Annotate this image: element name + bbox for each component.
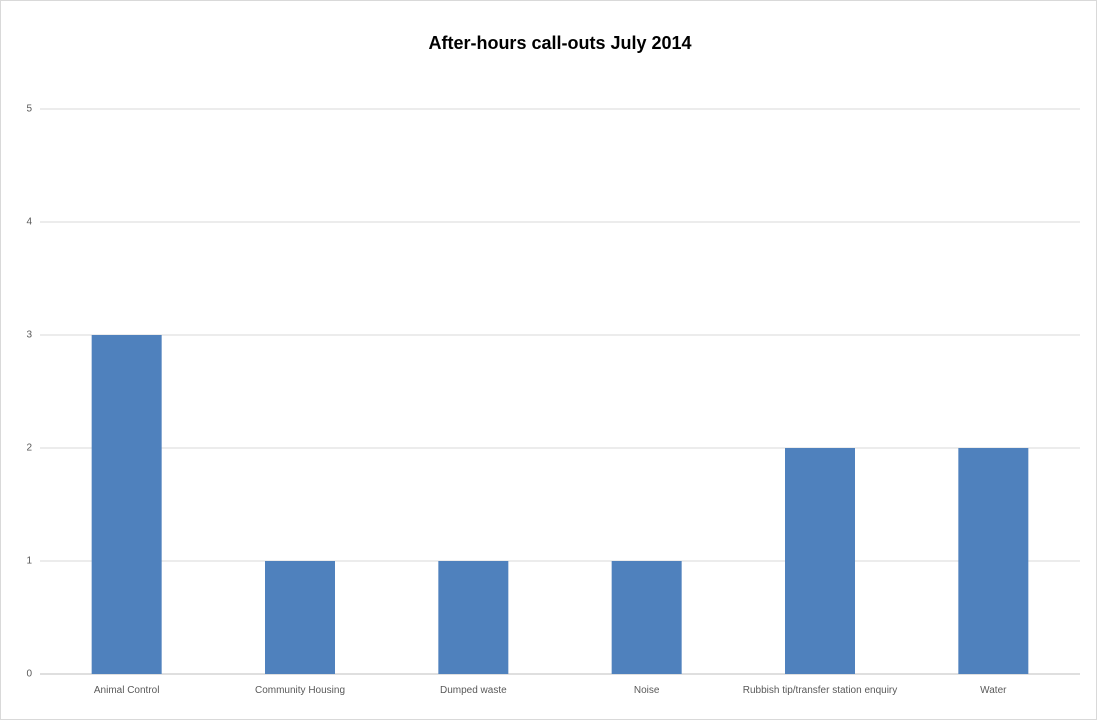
chart-title: After-hours call-outs July 2014 xyxy=(428,33,691,53)
bar xyxy=(611,561,682,674)
y-tick-label: 1 xyxy=(26,556,32,567)
y-tick-label: 5 xyxy=(26,104,32,115)
x-tick-label: Dumped waste xyxy=(439,685,507,696)
bar xyxy=(91,335,162,674)
y-tick-label: 2 xyxy=(26,443,32,454)
bar xyxy=(265,561,335,674)
bar xyxy=(438,561,509,674)
y-tick-label: 4 xyxy=(26,217,32,228)
x-tick-label: Community Housing xyxy=(254,685,346,696)
y-tick-label: 0 xyxy=(26,669,32,680)
x-tick-label: Rubbish tip/transfer station enquiry xyxy=(742,685,898,696)
x-tick-label: Water xyxy=(980,685,1007,696)
bar xyxy=(785,448,855,674)
x-tick-label: Animal Control xyxy=(93,685,160,696)
y-tick-label: 3 xyxy=(26,330,32,341)
x-tick-label: Noise xyxy=(633,685,660,696)
bar xyxy=(958,448,1029,674)
